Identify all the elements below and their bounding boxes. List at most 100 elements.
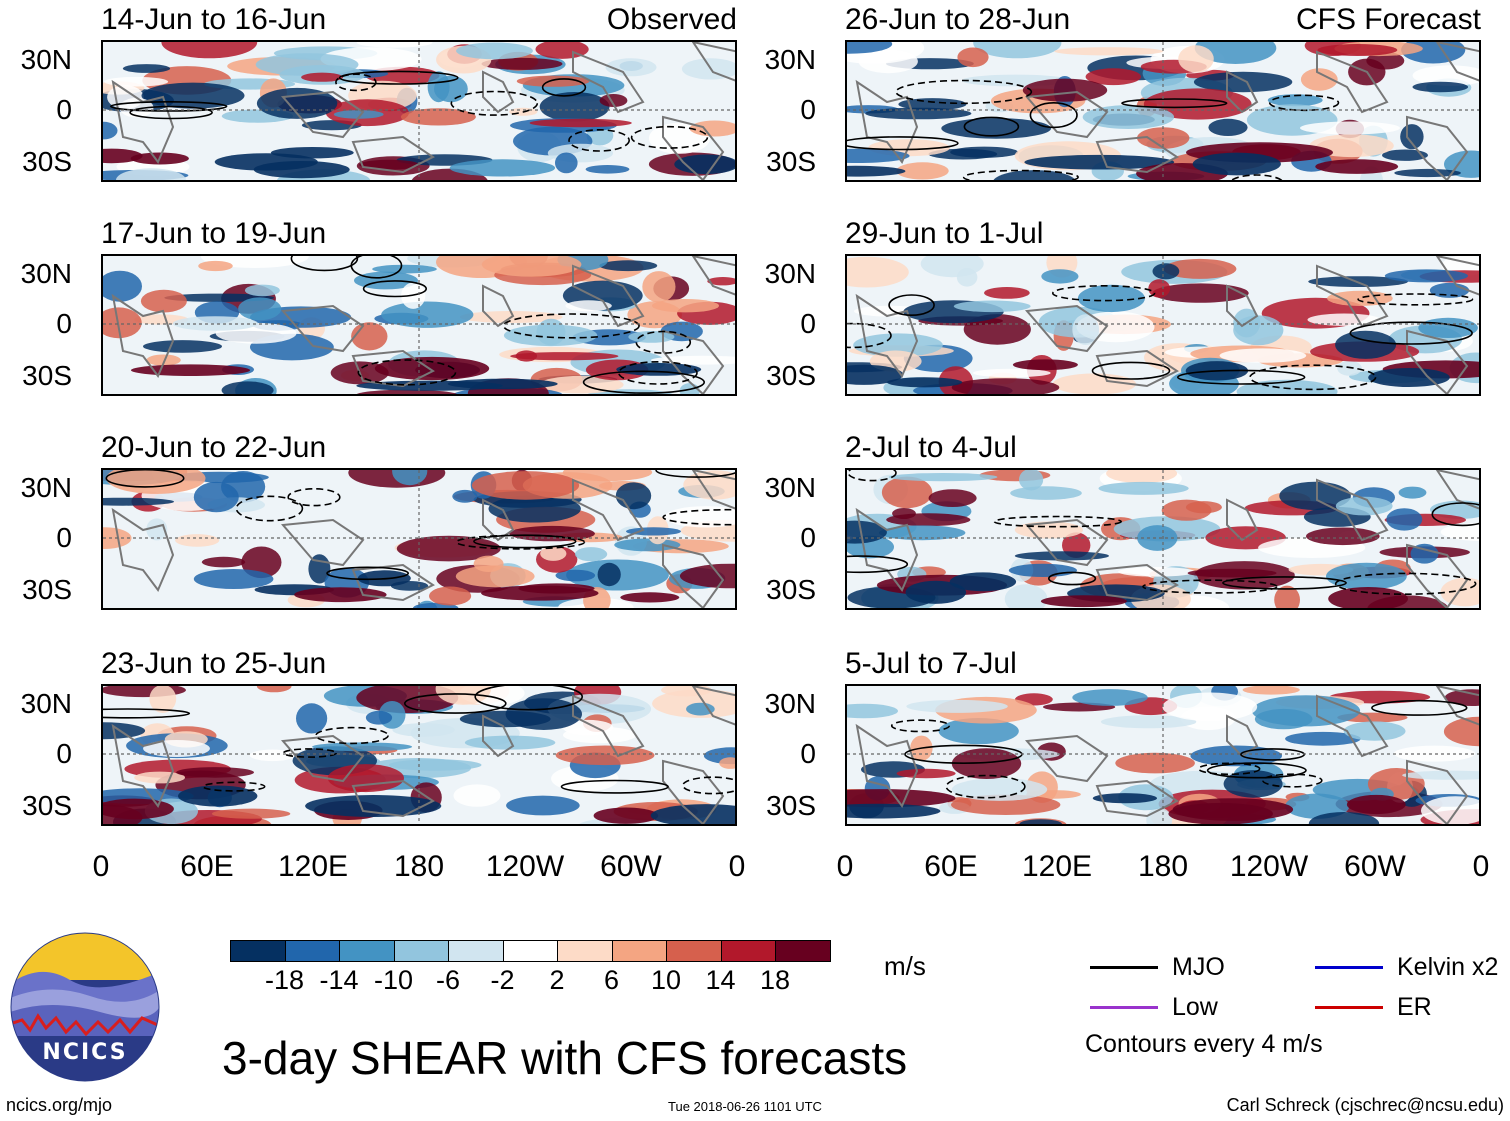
colorbar-swatch bbox=[720, 940, 776, 962]
shading-blob bbox=[973, 42, 1062, 59]
legend-line bbox=[1090, 1006, 1158, 1009]
mjo-contour bbox=[103, 708, 191, 719]
coastline bbox=[572, 50, 645, 114]
coastline bbox=[1316, 50, 1389, 114]
shading-blob bbox=[1219, 348, 1307, 363]
shading-blob bbox=[1285, 731, 1361, 746]
shading-blob bbox=[847, 520, 887, 544]
shading-blob bbox=[575, 547, 608, 562]
shading-blob bbox=[642, 271, 676, 303]
shading-blob bbox=[847, 364, 904, 385]
shading-blob bbox=[539, 92, 610, 122]
coastline bbox=[1435, 470, 1479, 510]
shear-map bbox=[845, 684, 1481, 826]
panel-title: 26-Jun to 28-Jun bbox=[845, 3, 1071, 36]
mjo-contour bbox=[1029, 101, 1078, 129]
shading-blob bbox=[1418, 317, 1478, 338]
shading-blob bbox=[312, 742, 413, 752]
coastline bbox=[1024, 304, 1109, 353]
shading-blob bbox=[481, 57, 563, 70]
shading-blob bbox=[1137, 525, 1178, 551]
mjo-contour bbox=[945, 774, 1026, 799]
shading-blob bbox=[1384, 269, 1468, 283]
shading-blob bbox=[103, 270, 142, 302]
shading-blob bbox=[1335, 496, 1393, 516]
shading-blob bbox=[984, 287, 1030, 299]
shading-blob bbox=[555, 569, 596, 582]
colorbar-tick: -6 bbox=[435, 965, 460, 995]
shading-blob bbox=[689, 120, 735, 137]
map-field bbox=[103, 686, 735, 824]
colorbar-swatch bbox=[502, 940, 558, 962]
shading-blob bbox=[172, 316, 258, 331]
shading-blob bbox=[1041, 269, 1079, 284]
lon-label: 60W bbox=[600, 850, 662, 883]
shading-blob bbox=[211, 808, 291, 819]
coastline bbox=[1316, 478, 1389, 542]
shading-blob bbox=[599, 94, 628, 107]
coastline bbox=[1095, 779, 1179, 818]
shading-blob bbox=[1085, 68, 1141, 86]
coastline bbox=[691, 686, 735, 726]
shading-blob bbox=[847, 703, 898, 719]
shading-blob bbox=[1335, 330, 1397, 359]
shading-blob bbox=[1386, 508, 1423, 531]
mjo-contour bbox=[1177, 369, 1306, 385]
shading-blob bbox=[1308, 812, 1380, 824]
shading-blob bbox=[1106, 470, 1178, 484]
shear-map bbox=[101, 684, 737, 826]
shading-blob bbox=[1161, 499, 1212, 521]
mjo-contour bbox=[963, 116, 1020, 137]
shading-blob bbox=[605, 58, 657, 77]
shading-blob bbox=[481, 256, 582, 277]
shading-blob bbox=[1412, 81, 1469, 93]
shading-blob bbox=[1019, 819, 1063, 824]
shading-blob bbox=[538, 375, 624, 394]
shading-blob bbox=[198, 260, 233, 272]
mjo-contour bbox=[847, 322, 892, 349]
shading-blob bbox=[1368, 368, 1450, 387]
shading-blob bbox=[176, 767, 254, 778]
shading-blob bbox=[993, 170, 1076, 180]
shading-blob bbox=[906, 699, 1008, 713]
legend-label: Kelvin x2 bbox=[1397, 953, 1499, 981]
coastline bbox=[691, 256, 735, 296]
shading-blob bbox=[847, 789, 956, 808]
shading-blob bbox=[879, 525, 966, 541]
shading-blob bbox=[146, 518, 168, 541]
shading-blob bbox=[1279, 481, 1351, 511]
shading-blob bbox=[116, 168, 186, 180]
shading-blob bbox=[1315, 159, 1399, 174]
shading-blob bbox=[1398, 486, 1427, 499]
panel-title: 29-Jun to 1-Jul bbox=[845, 217, 1044, 250]
coastline bbox=[111, 723, 175, 808]
shading-blob bbox=[103, 307, 142, 339]
shading-blob bbox=[1394, 168, 1461, 178]
lon-label: 120E bbox=[277, 850, 349, 883]
shading-blob bbox=[244, 284, 280, 297]
lat-label: 0 bbox=[56, 738, 72, 769]
map-field bbox=[847, 256, 1479, 394]
shading-blob bbox=[905, 580, 967, 604]
coastline bbox=[1226, 284, 1259, 328]
lat-label: 30S bbox=[22, 146, 72, 177]
shading-blob bbox=[562, 470, 653, 482]
coastline bbox=[662, 115, 725, 180]
shading-blob bbox=[529, 118, 632, 128]
mjo-contour bbox=[1197, 762, 1261, 776]
shading-blob bbox=[1300, 68, 1338, 91]
shading-blob bbox=[1014, 551, 1109, 561]
shading-blob bbox=[1328, 587, 1408, 608]
shading-blob bbox=[1178, 45, 1214, 73]
mjo-contour bbox=[560, 779, 669, 794]
mjo-contour bbox=[847, 470, 897, 482]
shading-blob bbox=[149, 686, 177, 713]
mjo-contour bbox=[362, 280, 428, 298]
coastline bbox=[572, 478, 645, 542]
shading-blob bbox=[294, 587, 387, 603]
shading-blob bbox=[1077, 284, 1145, 313]
lat-label: 0 bbox=[56, 94, 72, 125]
colorbar-units: m/s bbox=[884, 951, 926, 981]
coastline bbox=[280, 90, 365, 139]
shear-map bbox=[845, 40, 1481, 182]
